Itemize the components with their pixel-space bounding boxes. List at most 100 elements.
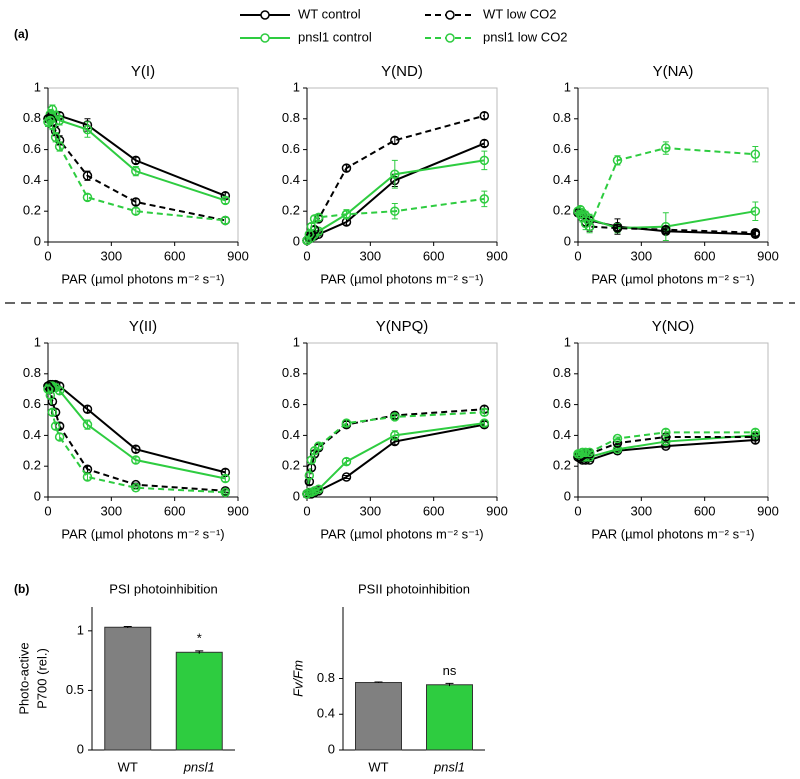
bar: [175, 651, 223, 751]
data-point: [43, 384, 53, 394]
data-point: [612, 155, 623, 166]
y-tick-label: 0.2: [553, 203, 571, 218]
error-bar: [586, 450, 593, 455]
y-tick-label: 0: [564, 233, 571, 248]
data-point: [131, 444, 141, 455]
error-bar: [195, 650, 204, 654]
legend-label: WT control: [298, 6, 361, 21]
error-bar: [315, 487, 322, 492]
y-tick-label: 0: [34, 233, 41, 248]
y-tick-label: 0.6: [23, 396, 41, 411]
x-axis-label: PAR (µmol photons m⁻² s⁻¹): [591, 271, 754, 286]
x-tick-label: 0: [44, 248, 51, 263]
data-point: [220, 195, 231, 206]
data-point: [661, 224, 671, 235]
y-tick-label: 0.6: [553, 396, 571, 411]
data-point: [612, 433, 623, 444]
x-tick-label: 900: [486, 248, 508, 263]
chart-title: PSII photoinhibition: [358, 581, 470, 596]
data-point: [479, 138, 490, 149]
x-tick-label: 900: [486, 503, 508, 518]
x-tick-label: 600: [423, 503, 445, 518]
y-tick-label: 1: [293, 334, 300, 349]
y-tick-label: 0.8: [282, 365, 300, 380]
x-axis-label: PAR (µmol photons m⁻² s⁻¹): [61, 526, 224, 541]
data-point: [390, 412, 400, 422]
y-tick-label: 0.8: [23, 110, 41, 125]
y-tick-label: 0.2: [282, 458, 300, 473]
y-tick-label: 0: [293, 233, 300, 248]
y-tick-label: 0.2: [282, 203, 300, 218]
legend-marker: [445, 10, 455, 20]
x-tick-label: 0: [574, 248, 581, 263]
x-axis-label: PAR (µmol photons m⁻² s⁻¹): [320, 271, 483, 286]
chart-title: Y(ND): [381, 63, 423, 80]
y-tick-label: 1: [293, 79, 300, 94]
y-tick-label: 0.5: [66, 682, 84, 697]
series-line: [306, 411, 485, 495]
data-point: [304, 229, 315, 240]
error-bar: [132, 485, 139, 490]
legend-marker: [445, 33, 455, 43]
y-tick-label: 0.4: [317, 706, 335, 721]
y-tick-label: 0.2: [23, 458, 41, 473]
data-point: [131, 166, 141, 176]
y-tick-label: 0.8: [282, 110, 300, 125]
data-point: [341, 472, 352, 482]
error-bar: [123, 626, 132, 628]
y-tick-label: 1: [34, 334, 41, 349]
y-tick-label: 0: [77, 741, 84, 756]
x-tick-label: WT: [118, 759, 138, 774]
y-tick-label: 0: [293, 488, 300, 503]
data-point: [47, 120, 58, 130]
x-tick-label: 900: [757, 503, 779, 518]
data-point: [82, 171, 93, 181]
x-tick-label: 0: [574, 503, 581, 518]
y-tick-label: 0.6: [282, 141, 300, 156]
x-tick-label: 600: [694, 248, 716, 263]
data-point: [82, 404, 93, 414]
data-point: [479, 407, 490, 418]
data-point: [661, 427, 671, 438]
data-point: [479, 418, 490, 428]
y-tick-label: 0.8: [553, 365, 571, 380]
series-line: [47, 385, 226, 492]
data-point: [131, 155, 141, 166]
data-point: [50, 421, 61, 431]
x-tick-label: 300: [100, 503, 122, 518]
data-point: [50, 132, 61, 143]
data-point: [313, 484, 324, 495]
x-tick-label: 600: [423, 248, 445, 263]
data-point: [82, 472, 93, 482]
x-tick-label: 600: [164, 248, 186, 263]
x-tick-label: 300: [100, 248, 122, 263]
bar: [355, 682, 402, 751]
data-point: [82, 192, 93, 203]
data-point: [304, 470, 315, 481]
error-bar: [614, 436, 621, 441]
data-point: [302, 489, 312, 499]
y-axis-label: Fv/Fm: [290, 660, 305, 697]
data-point: [577, 447, 588, 458]
panel-label: (a): [14, 27, 29, 41]
x-axis-label: PAR (µmol photons m⁻² s⁻¹): [591, 526, 754, 541]
data-point: [131, 455, 141, 465]
data-point: [54, 432, 65, 442]
x-axis-label: PAR (µmol photons m⁻² s⁻¹): [61, 271, 224, 286]
x-tick-label: 900: [227, 248, 249, 263]
data-point: [479, 194, 490, 204]
data-point: [54, 385, 65, 396]
y-tick-label: 1: [34, 79, 41, 94]
data-point: [82, 124, 93, 135]
x-tick-label: 0: [44, 503, 51, 518]
x-tick-label: pnsl1: [433, 759, 465, 774]
y-tick-label: 0: [564, 488, 571, 503]
y-tick-label: 0.6: [282, 396, 300, 411]
data-point: [302, 235, 312, 246]
data-point: [47, 407, 58, 418]
y-tick-label: 0: [328, 741, 335, 756]
y-tick-label: 0.6: [553, 141, 571, 156]
data-point: [306, 455, 317, 465]
data-point: [341, 163, 352, 173]
